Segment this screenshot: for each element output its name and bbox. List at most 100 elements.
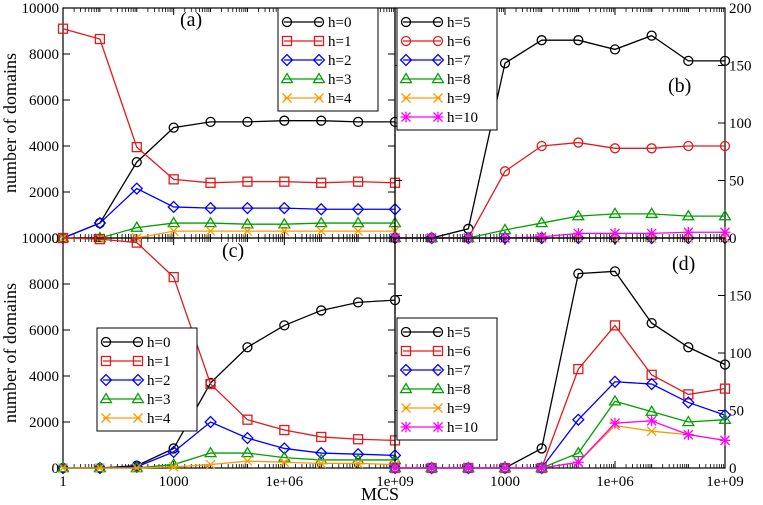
legend-marker <box>399 363 413 377</box>
data-point <box>242 342 253 353</box>
legend-entry: h=0 <box>328 15 351 31</box>
data-point <box>279 320 290 331</box>
legend-marker <box>313 16 325 28</box>
x-tick-label: 1e+09 <box>376 474 414 490</box>
y-tick-label: 50 <box>729 404 744 420</box>
data-point <box>646 426 657 437</box>
data-point <box>131 156 142 168</box>
data-point <box>536 140 547 152</box>
legend-entry: h=3 <box>147 392 170 408</box>
data-point <box>279 115 290 126</box>
legend-marker <box>282 93 292 103</box>
legend: h=5 h=6 h=7 h=8 h=9 h=10 <box>396 7 498 131</box>
y-tick-label: 100 <box>729 116 752 132</box>
data-point <box>719 226 731 238</box>
y-axis-label-bottom: number of domains <box>0 283 20 423</box>
data-point <box>646 143 657 154</box>
series-line <box>62 187 395 239</box>
legend-marker <box>314 93 324 103</box>
data-point <box>536 231 548 243</box>
legend-marker <box>432 35 444 47</box>
legend-entry: h=9 <box>447 91 470 107</box>
data-point <box>572 456 584 468</box>
data-point <box>131 463 142 473</box>
y-tick-label: 150 <box>729 59 752 75</box>
legend-marker <box>400 421 412 433</box>
legend-entry: h=10 <box>447 110 478 126</box>
data-point <box>609 417 621 429</box>
panel-label: (a) <box>180 9 202 31</box>
legend-marker <box>99 392 113 404</box>
y-tick-label: 10000 <box>22 231 60 247</box>
y-tick-label: 6000 <box>29 323 59 339</box>
series-line <box>395 141 725 239</box>
data-point <box>168 461 179 472</box>
series-line <box>395 34 725 239</box>
data-point <box>167 445 180 459</box>
data-point <box>645 377 658 391</box>
data-point <box>646 30 657 41</box>
legend-marker <box>431 72 445 84</box>
legend-entry: h=6 <box>447 344 471 360</box>
data-point <box>718 408 732 422</box>
legend-marker <box>312 72 326 84</box>
legend-entry: h=2 <box>328 53 351 69</box>
legend-marker <box>280 72 294 84</box>
legend-entry: h=10 <box>447 420 478 436</box>
data-point <box>608 375 622 389</box>
data-point <box>645 207 659 219</box>
legend-marker <box>132 336 144 348</box>
data-point <box>719 435 731 446</box>
panel-a: 0 2000 4000 6000 8000 10000 (a) h=0 h=1 h=2 h=3 h=4 <box>22 1 402 247</box>
legend-entry: h=1 <box>328 34 351 50</box>
legend-entry: h=2 <box>147 373 170 389</box>
data-point <box>682 226 694 238</box>
legend-marker <box>431 382 445 394</box>
series-line <box>62 28 396 184</box>
data-point <box>683 140 694 152</box>
data-point <box>168 122 179 133</box>
data-point <box>241 201 254 215</box>
x-tick-label: 1e+09 <box>706 474 744 490</box>
data-point <box>56 461 70 475</box>
data-point <box>316 226 327 237</box>
x-tick-label: 1e+06 <box>596 474 634 490</box>
data-point <box>608 394 622 406</box>
legend-marker <box>399 382 413 394</box>
legend-marker <box>400 345 412 357</box>
legend-marker <box>133 413 143 423</box>
data-point <box>609 228 621 239</box>
data-point <box>719 383 731 394</box>
legend-marker <box>101 413 111 423</box>
legend-marker <box>400 111 412 123</box>
data-point <box>352 176 364 187</box>
legend-entry: h=6 <box>447 34 471 50</box>
legend: h=0 h=1 h=2 h=3 h=4 <box>96 327 198 432</box>
legend-marker <box>400 35 412 47</box>
legend-marker <box>132 355 144 367</box>
y-tick-label: 200 <box>729 1 752 17</box>
legend-box <box>396 317 498 441</box>
series-line <box>63 460 396 469</box>
data-point <box>682 396 695 409</box>
legend-marker <box>131 373 145 387</box>
data-point <box>572 413 585 427</box>
legend-entry: h=7 <box>447 363 471 379</box>
data-point <box>646 228 658 239</box>
y-axis-label-top: number of domains <box>0 53 20 193</box>
y-tick-label: 8000 <box>29 277 59 293</box>
data-point <box>278 442 291 455</box>
data-point <box>536 35 547 46</box>
series-line <box>63 452 395 469</box>
data-point <box>316 115 327 126</box>
data-point <box>242 456 253 467</box>
legend-marker <box>281 35 293 47</box>
data-point <box>719 359 731 370</box>
panel-d: 1000 1e+06 1e+09050100150(d)h=5h=6h=7h=8h=… <box>388 237 752 490</box>
data-point <box>719 55 731 67</box>
data-point <box>130 220 144 232</box>
data-point <box>609 266 621 277</box>
legend-entry: h=1 <box>147 354 170 370</box>
legend-marker <box>399 53 413 67</box>
series-h=2 <box>56 182 402 245</box>
